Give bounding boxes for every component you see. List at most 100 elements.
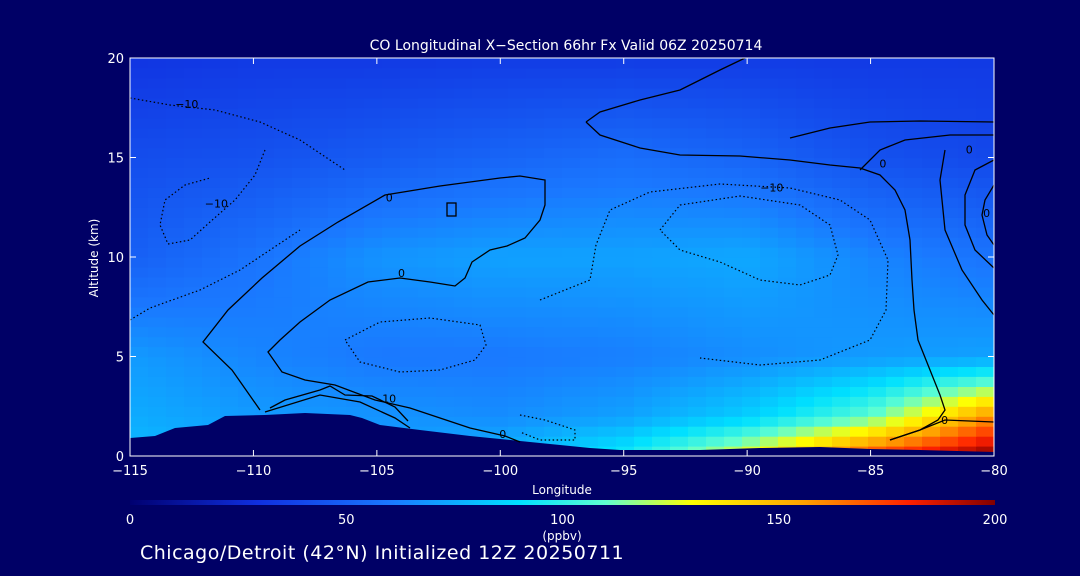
heatmap-cell xyxy=(868,167,887,178)
heatmap-cell xyxy=(742,207,761,218)
heatmap-cell xyxy=(958,87,977,99)
heatmap-cell xyxy=(472,137,491,149)
heatmap-cell xyxy=(832,257,851,268)
heatmap-cell xyxy=(508,177,527,188)
heatmap-cell xyxy=(706,227,725,238)
heatmap-cell xyxy=(256,77,275,89)
heatmap-cell xyxy=(634,107,653,119)
heatmap-cell xyxy=(256,237,275,248)
heatmap-cell xyxy=(634,207,653,218)
heatmap-cell xyxy=(256,127,275,139)
heatmap-cell xyxy=(346,67,365,79)
heatmap-cell xyxy=(526,406,545,417)
heatmap-cell xyxy=(310,257,329,268)
heatmap-cell xyxy=(202,247,221,258)
heatmap-cell xyxy=(148,147,167,159)
heatmap-cell xyxy=(706,58,725,69)
heatmap-cell xyxy=(706,167,725,178)
heatmap-cell xyxy=(940,147,959,159)
heatmap-cell xyxy=(976,247,994,258)
heatmap-cell xyxy=(796,77,815,89)
heatmap-cell xyxy=(166,316,185,328)
heatmap-cell xyxy=(238,296,257,308)
heatmap-cell xyxy=(760,336,779,348)
heatmap-cell xyxy=(814,406,833,417)
heatmap-cell xyxy=(814,356,833,367)
heatmap-cell xyxy=(580,167,599,178)
heatmap-cell xyxy=(958,326,977,338)
heatmap-cell xyxy=(562,336,581,348)
heatmap-cell xyxy=(616,316,635,328)
heatmap-cell xyxy=(544,187,563,198)
heatmap-cell xyxy=(256,167,275,178)
heatmap-cell xyxy=(508,147,527,159)
heatmap-cell xyxy=(724,177,743,188)
heatmap-cell xyxy=(400,117,419,129)
heatmap-cell xyxy=(418,386,437,397)
heatmap-cell xyxy=(508,296,527,308)
heatmap-cell xyxy=(634,356,653,367)
heatmap-cell xyxy=(490,386,509,397)
heatmap-cell xyxy=(184,147,203,159)
heatmap-cell xyxy=(940,336,959,348)
heatmap-cell xyxy=(256,316,275,328)
heatmap-cell xyxy=(472,187,491,198)
heatmap-cell xyxy=(526,207,545,218)
heatmap-cell xyxy=(886,107,905,119)
heatmap-cell xyxy=(760,346,779,358)
heatmap-cell xyxy=(850,177,869,188)
heatmap-cell xyxy=(256,396,275,407)
heatmap-cell xyxy=(562,177,581,188)
heatmap-cell xyxy=(670,386,689,397)
heatmap-cell xyxy=(202,77,221,89)
heatmap-cell xyxy=(976,346,994,358)
heatmap-cell xyxy=(868,396,887,407)
heatmap-cell xyxy=(130,276,149,288)
heatmap-cell xyxy=(364,306,383,318)
heatmap-cell xyxy=(634,386,653,397)
heatmap-cell xyxy=(688,316,707,328)
heatmap-cell xyxy=(220,207,239,218)
heatmap-cell xyxy=(472,157,491,168)
heatmap-cell xyxy=(742,227,761,238)
heatmap-cell xyxy=(418,356,437,367)
heatmap-cell xyxy=(274,276,293,288)
heatmap-cell xyxy=(526,237,545,248)
heatmap-cell xyxy=(976,227,994,238)
heatmap-cell xyxy=(688,296,707,308)
heatmap-cell xyxy=(724,396,743,407)
heatmap-cell xyxy=(868,197,887,208)
heatmap-cell xyxy=(850,276,869,288)
heatmap-cell xyxy=(310,227,329,238)
heatmap-cell xyxy=(400,107,419,119)
heatmap-cell xyxy=(724,157,743,168)
heatmap-cell xyxy=(364,366,383,377)
heatmap-cell xyxy=(166,147,185,159)
heatmap-cell xyxy=(382,386,401,397)
heatmap-cell xyxy=(562,346,581,358)
heatmap-cell xyxy=(886,267,905,278)
heatmap-cell xyxy=(886,227,905,238)
heatmap-cell xyxy=(724,316,743,328)
heatmap-cell xyxy=(220,227,239,238)
heatmap-cell xyxy=(220,386,239,397)
heatmap-cell xyxy=(508,87,527,99)
heatmap-cell xyxy=(490,107,509,119)
heatmap-cell xyxy=(148,296,167,308)
heatmap-cell xyxy=(292,177,311,188)
heatmap-cell xyxy=(274,207,293,218)
heatmap-cell xyxy=(940,306,959,318)
heatmap-cell xyxy=(166,406,185,417)
heatmap-cell xyxy=(904,376,923,387)
heatmap-cell xyxy=(148,346,167,358)
heatmap-cell xyxy=(274,97,293,109)
heatmap-cell xyxy=(310,187,329,198)
contour-label: 0 xyxy=(879,157,886,170)
heatmap-cell xyxy=(958,107,977,119)
contour-lines xyxy=(202,58,994,443)
heatmap-cell xyxy=(292,217,311,228)
heatmap-cell xyxy=(256,366,275,377)
heatmap-cell xyxy=(778,167,797,178)
heatmap-cell xyxy=(778,296,797,308)
